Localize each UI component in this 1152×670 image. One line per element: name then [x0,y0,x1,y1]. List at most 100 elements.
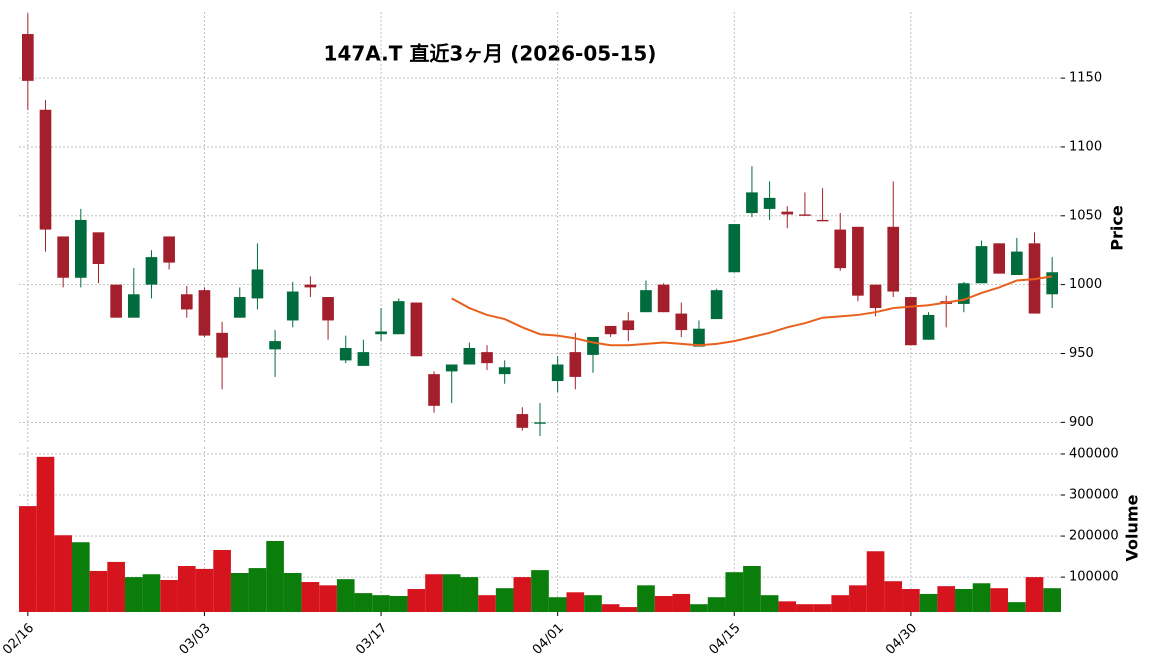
candle-body [322,297,334,321]
candle-body [869,284,882,309]
candle-body [428,374,440,406]
volume-bar [690,604,708,612]
candle-body [92,232,105,264]
candle-body [145,257,158,285]
y-tick-label: 1100 [1069,139,1102,154]
candle-body [781,211,794,215]
candle-body [445,364,458,372]
volume-bar [619,607,638,612]
volume-bar [584,595,602,612]
volume-bar [1025,577,1044,612]
volume-bar [89,570,108,612]
volume-bar [71,542,90,612]
y-tick-label: 1000 [1069,277,1102,292]
candle-body [975,246,988,284]
volume-bar [831,595,850,612]
candle-body [551,364,564,382]
volume-bar [884,581,903,612]
volume-bar [442,574,461,612]
volume-bar [1043,588,1061,612]
candle-body [958,283,970,304]
y-tick-label: 300000 [1069,488,1119,503]
candle-body [339,347,352,361]
volume-bar [513,577,532,612]
volume-bar [478,595,496,612]
candle-body [922,314,935,340]
candle-body [799,214,811,216]
candle-body [640,290,652,313]
candle-body [693,328,705,347]
volume-bar [142,574,161,612]
candle-body [534,422,546,424]
candle-body [57,236,69,278]
x-tick-label: 04/01 [530,621,567,658]
volume-bar [937,586,956,612]
volume-bar [283,573,302,612]
volume-bar [195,568,214,612]
x-tick-label: 04/15 [706,621,743,658]
volume-bar [637,585,655,612]
volume-bar [460,577,479,612]
volume-bar [389,595,408,612]
y-tick-label: 400000 [1069,446,1119,461]
candle-body [463,347,476,365]
volume-bar [372,595,390,612]
volume-bar [707,597,726,612]
y-tick-label: 950 [1069,346,1094,361]
volume-bar [919,593,938,612]
volume-bar [725,572,744,612]
moving-average [451,275,1053,347]
volume-bar [760,595,779,612]
volume-bar [336,579,355,612]
y-tick-label: 900 [1069,415,1094,430]
candle-body [587,336,599,355]
candle-body [392,301,405,335]
volume-bar [778,601,797,612]
candle-body [569,352,582,377]
volume-bar [319,585,337,612]
y-tick-label: 1050 [1069,208,1102,223]
candle-body [746,192,758,214]
y-tick-label: 200000 [1069,529,1119,544]
candle-body [39,109,52,230]
volume-bar [213,550,231,612]
volume-bar [124,577,143,612]
y-tick-label: 100000 [1069,570,1119,585]
volume-bar [672,593,691,612]
volume-bar [177,566,196,612]
volume-bar [548,597,567,612]
x-tick-label: 04/30 [883,621,920,658]
candle-body [516,414,529,428]
volume-bar [601,604,620,612]
volume-bar [531,570,549,612]
volume-bar [849,585,867,612]
candle-body [604,325,617,335]
volume-bar [54,535,72,612]
volume-bar [266,540,284,612]
candle-body [286,291,299,321]
volume-bar [796,604,814,612]
volume-bar [107,561,125,612]
volume-bar [36,456,55,612]
volume-bar [654,595,673,612]
y-axis-label: Volume [1123,494,1142,561]
candle-body [269,341,281,350]
candle-body [763,197,776,209]
volume-bar [354,593,373,612]
volume-bar [19,506,37,612]
candle-body [22,34,34,81]
volume-bar [495,588,514,612]
candle-body [410,302,423,357]
candle-body [180,294,193,310]
volume-bar [1008,602,1026,612]
candle-body [710,290,723,320]
chart-title: 147A.T 直近3ヶ月 (2026-05-15) [324,42,657,66]
candle-body [657,284,670,313]
candle-body [110,284,122,318]
candle-body [622,320,635,331]
candle-body [905,297,917,346]
candle-body [887,226,900,292]
volume-bar [972,583,991,612]
candle-body [993,243,1006,274]
